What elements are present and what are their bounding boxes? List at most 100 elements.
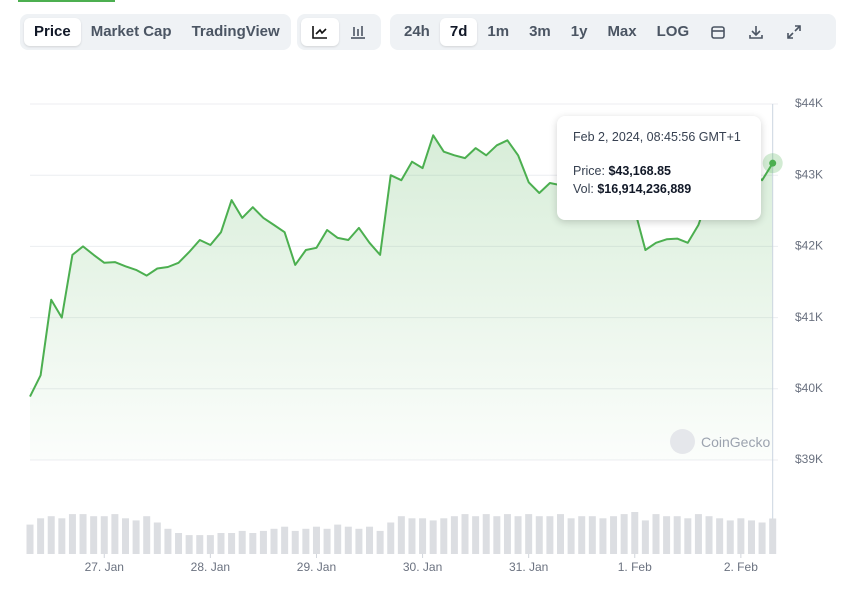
volume-bar xyxy=(47,516,55,554)
volume-bar xyxy=(334,524,342,554)
volume-bar xyxy=(302,528,310,554)
volume-bar xyxy=(684,518,692,554)
chart-style xyxy=(297,14,381,50)
line-icon[interactable] xyxy=(301,18,339,46)
volume-bar xyxy=(588,516,596,554)
logo xyxy=(670,429,695,454)
download-icon[interactable] xyxy=(737,18,775,46)
view-tabs: Price Market Cap TradingView xyxy=(20,14,291,50)
volume-bar xyxy=(716,518,724,554)
volume-bar xyxy=(270,528,278,554)
y-tick-label: $43K xyxy=(795,167,823,181)
volume-bar xyxy=(387,522,395,554)
volume-bar xyxy=(68,514,76,554)
volume-bar xyxy=(429,520,437,554)
volume-bar xyxy=(525,514,533,554)
y-tick-label: $41K xyxy=(795,310,823,324)
x-tick-label: 29. Jan xyxy=(297,560,336,574)
x-tick-label: 2. Feb xyxy=(724,560,758,574)
volume-bar xyxy=(143,516,151,554)
range[interactable]: 1y xyxy=(570,23,588,40)
volume-bar xyxy=(344,526,352,554)
hover-point xyxy=(769,159,777,167)
volume-bar xyxy=(175,533,183,554)
icon xyxy=(312,26,327,39)
volume-bar xyxy=(705,516,713,554)
calendar-icon[interactable] xyxy=(699,18,737,46)
volume-bar xyxy=(281,526,289,554)
range[interactable]: 3m xyxy=(529,23,551,40)
volume-bar xyxy=(663,516,671,554)
volume-bar xyxy=(312,526,320,554)
tooltip: Feb 2, 2024, 08:45:56 GMT+1 Price: $43,1… xyxy=(557,116,761,220)
volume-bar xyxy=(578,516,586,554)
tab[interactable]: Market Cap xyxy=(90,23,172,40)
x-tick-label: 28. Jan xyxy=(191,560,230,574)
volume-bar xyxy=(259,530,267,554)
volume-bar xyxy=(450,516,458,554)
x-tick-label: 30. Jan xyxy=(403,560,442,574)
volume-bar xyxy=(556,514,564,554)
volume-bar xyxy=(631,512,639,554)
volume-bar xyxy=(737,518,745,554)
tab[interactable]: Price xyxy=(24,18,81,46)
y-tick-label: $39K xyxy=(795,452,823,466)
volume-bar xyxy=(79,514,87,554)
tooltip-price: $43,168.85 xyxy=(608,164,671,178)
volume-bar xyxy=(185,535,193,554)
volume-bar xyxy=(153,522,161,554)
volume-bar xyxy=(37,518,45,554)
volume-bar xyxy=(132,520,140,554)
y-tick-label: $42K xyxy=(795,239,823,253)
volume-bar xyxy=(26,524,34,554)
volume-bar xyxy=(376,530,384,554)
x-tick-label: 31. Jan xyxy=(509,560,548,574)
icon xyxy=(787,25,801,39)
volume-bar xyxy=(461,514,469,554)
volume-bar xyxy=(472,516,480,554)
y-tick-label: $40K xyxy=(795,381,823,395)
volume-bar xyxy=(196,535,204,554)
volume-bar xyxy=(355,528,363,554)
tooltip-label: Vol: xyxy=(573,182,594,196)
icon xyxy=(711,26,725,39)
volume-bar xyxy=(726,520,734,554)
tab[interactable]: TradingView xyxy=(191,23,280,40)
fullscreen-icon[interactable] xyxy=(775,18,813,46)
volume-bar xyxy=(673,516,681,554)
volume-bar xyxy=(291,530,299,554)
volume-bar xyxy=(493,516,501,554)
tooltip-date: Feb 2, 2024, 08:45:56 GMT+1 xyxy=(573,130,741,144)
volume-bar xyxy=(111,514,119,554)
y-tick-label: $44K xyxy=(795,96,823,110)
volume-bar xyxy=(503,514,511,554)
volume-bar xyxy=(620,514,628,554)
watermark: CoinGecko xyxy=(670,429,770,454)
volume-bar xyxy=(90,516,98,554)
range[interactable]: 24h xyxy=(404,23,430,40)
range[interactable]: 7d xyxy=(439,18,478,46)
volume-bar xyxy=(408,518,416,554)
volume-bar xyxy=(238,530,246,554)
volume-bar xyxy=(567,518,575,554)
icon xyxy=(351,26,365,39)
icon xyxy=(749,26,763,39)
volume-bar xyxy=(121,518,129,554)
tooltip-label: Price: xyxy=(573,164,605,178)
volume-bar xyxy=(758,522,766,554)
range[interactable]: Max xyxy=(607,23,637,40)
tooltip-vol: $16,914,236,889 xyxy=(597,182,692,196)
range[interactable]: 1m xyxy=(487,23,510,40)
range[interactable]: LOG xyxy=(656,23,690,40)
volume-bar xyxy=(769,518,777,554)
volume-bar xyxy=(217,533,225,554)
volume-bar xyxy=(366,526,374,554)
volume-bar xyxy=(419,518,427,554)
volume-bar xyxy=(641,520,649,554)
price-line xyxy=(29,134,774,398)
volume-bar xyxy=(164,528,172,554)
volume-bar xyxy=(249,533,257,554)
candle-icon[interactable] xyxy=(339,18,377,46)
